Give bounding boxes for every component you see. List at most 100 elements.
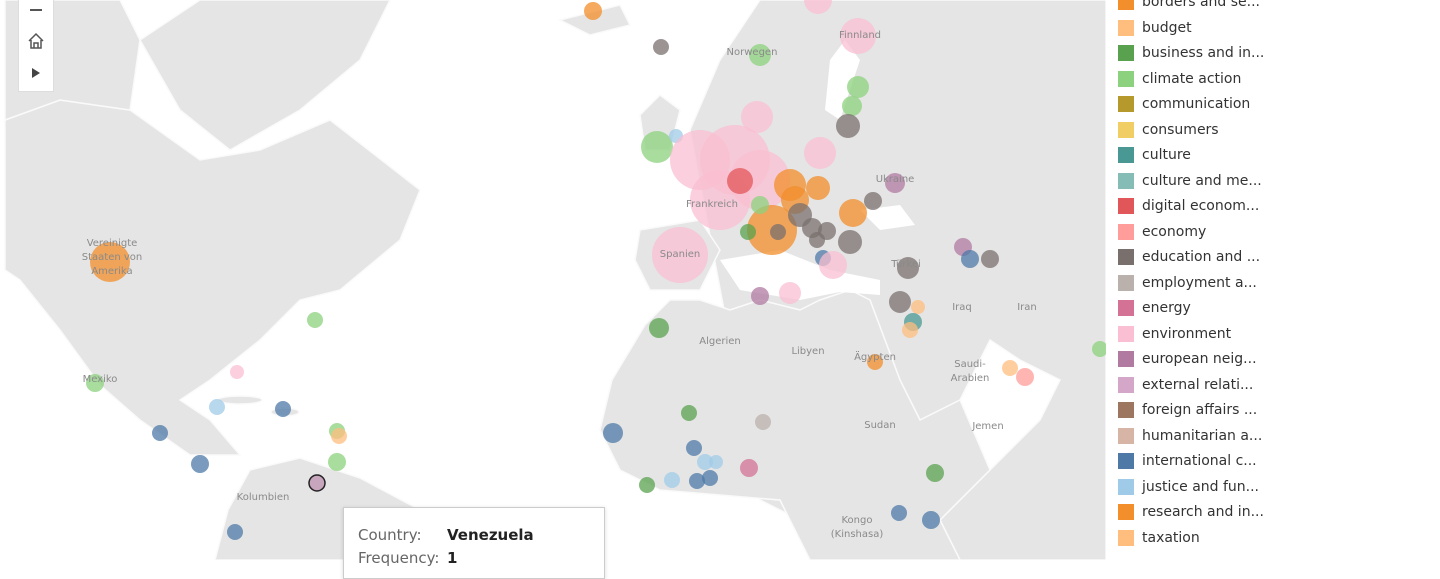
bubble[interactable]: [809, 232, 825, 248]
legend-item[interactable]: culture and me...: [1118, 171, 1262, 191]
bubble[interactable]: [702, 470, 718, 486]
legend-item[interactable]: environment: [1118, 324, 1231, 344]
bubble[interactable]: [639, 477, 655, 493]
legend-item[interactable]: consumers: [1118, 120, 1219, 140]
zoom-out-button[interactable]: [19, 0, 53, 25]
bubble[interactable]: [649, 318, 669, 338]
bubble[interactable]: [741, 101, 773, 133]
legend-swatch: [1118, 274, 1134, 291]
tooltip-value: Venezuela: [447, 526, 534, 544]
bubble[interactable]: [749, 44, 771, 66]
legend-item[interactable]: digital econom...: [1118, 196, 1259, 216]
bubble[interactable]: [328, 453, 346, 471]
bubble[interactable]: [889, 291, 911, 313]
bubble[interactable]: [689, 473, 705, 489]
legend-item[interactable]: business and in...: [1118, 43, 1264, 63]
legend-item[interactable]: european neig...: [1118, 349, 1257, 369]
legend-item[interactable]: external relati...: [1118, 375, 1253, 395]
legend-swatch: [1118, 529, 1134, 546]
legend-item[interactable]: justice and fun...: [1118, 477, 1259, 497]
bubble[interactable]: [911, 300, 925, 314]
bubble[interactable]: [86, 374, 104, 392]
map-label: Sudan: [864, 420, 896, 431]
bubble[interactable]: [697, 454, 713, 470]
bubble[interactable]: [584, 2, 602, 20]
bubble[interactable]: [230, 365, 244, 379]
bubble[interactable]: [770, 224, 786, 240]
bubble[interactable]: [751, 196, 769, 214]
bubble[interactable]: [209, 399, 225, 415]
bubble[interactable]: [922, 511, 940, 529]
legend-item[interactable]: budget: [1118, 18, 1192, 38]
bubble[interactable]: [842, 96, 862, 116]
bubble[interactable]: [603, 423, 623, 443]
legend-item[interactable]: economy: [1118, 222, 1206, 242]
bubble[interactable]: [227, 524, 243, 540]
bubble[interactable]: [840, 18, 876, 54]
bubble[interactable]: [1002, 360, 1018, 376]
home-button[interactable]: [19, 26, 53, 56]
bubble[interactable]: [652, 227, 708, 283]
bubble[interactable]: [836, 114, 860, 138]
bubble[interactable]: [867, 354, 883, 370]
legend-swatch: [1118, 427, 1134, 444]
home-icon: [28, 32, 44, 49]
bubble[interactable]: [686, 440, 702, 456]
bubble[interactable]: [804, 0, 832, 14]
bubble[interactable]: [275, 401, 291, 417]
bubble[interactable]: [709, 455, 723, 469]
bubble[interactable]: [641, 131, 673, 163]
play-button[interactable]: [19, 58, 53, 88]
legend-item[interactable]: foreign affairs ...: [1118, 400, 1257, 420]
legend-item[interactable]: culture: [1118, 145, 1191, 165]
legend-item[interactable]: humanitarian a...: [1118, 426, 1262, 446]
bubble[interactable]: [902, 322, 918, 338]
bubble[interactable]: [891, 505, 907, 521]
bubble[interactable]: [779, 282, 801, 304]
legend-item[interactable]: taxation: [1118, 528, 1200, 548]
bubble[interactable]: [839, 199, 867, 227]
bubble[interactable]: [740, 459, 758, 477]
bubble[interactable]: [664, 472, 680, 488]
bubble[interactable]: [806, 176, 830, 200]
bubble[interactable]: [191, 455, 209, 473]
bubble[interactable]: [755, 414, 771, 430]
legend-label: budget: [1142, 19, 1192, 36]
bubble[interactable]: [1016, 368, 1034, 386]
bubble[interactable]: [653, 39, 669, 55]
bubble[interactable]: [90, 242, 130, 282]
legend-item[interactable]: energy: [1118, 298, 1191, 318]
legend-item[interactable]: research and in...: [1118, 502, 1264, 522]
legend-item[interactable]: employment a...: [1118, 273, 1257, 293]
bubble[interactable]: [885, 173, 905, 193]
map-label: Vereinigte Staaten von Amerika: [81, 238, 143, 277]
bubble[interactable]: [681, 405, 697, 421]
bubble[interactable]: [897, 257, 919, 279]
zoom-out-icon: [30, 9, 42, 11]
bubble[interactable]: [307, 312, 323, 328]
bubble[interactable]: [961, 250, 979, 268]
legend-item[interactable]: communication: [1118, 94, 1250, 114]
bubble[interactable]: [838, 230, 862, 254]
bubble[interactable]: [1092, 341, 1106, 357]
bubble[interactable]: [331, 428, 347, 444]
selected-bubble[interactable]: [308, 474, 326, 492]
bubble[interactable]: [847, 76, 869, 98]
legend-item[interactable]: education and ...: [1118, 247, 1260, 267]
bubble[interactable]: [804, 137, 836, 169]
bubble[interactable]: [864, 192, 882, 210]
legend-item[interactable]: international c...: [1118, 451, 1257, 471]
map[interactable]: [0, 0, 1106, 560]
bubble[interactable]: [981, 250, 999, 268]
bubble[interactable]: [152, 425, 168, 441]
bubble[interactable]: [751, 287, 769, 305]
bubble[interactable]: [819, 251, 847, 279]
bubble[interactable]: [926, 464, 944, 482]
map-label: Kolumbien: [236, 492, 290, 503]
map-label: Kongo (Kinshasa): [830, 515, 884, 540]
tooltip-row: Frequency: 1: [358, 549, 457, 567]
bubble[interactable]: [727, 168, 753, 194]
bubble[interactable]: [740, 224, 756, 240]
legend-item[interactable]: climate action: [1118, 69, 1241, 89]
legend-item[interactable]: borders and se...: [1118, 0, 1260, 12]
